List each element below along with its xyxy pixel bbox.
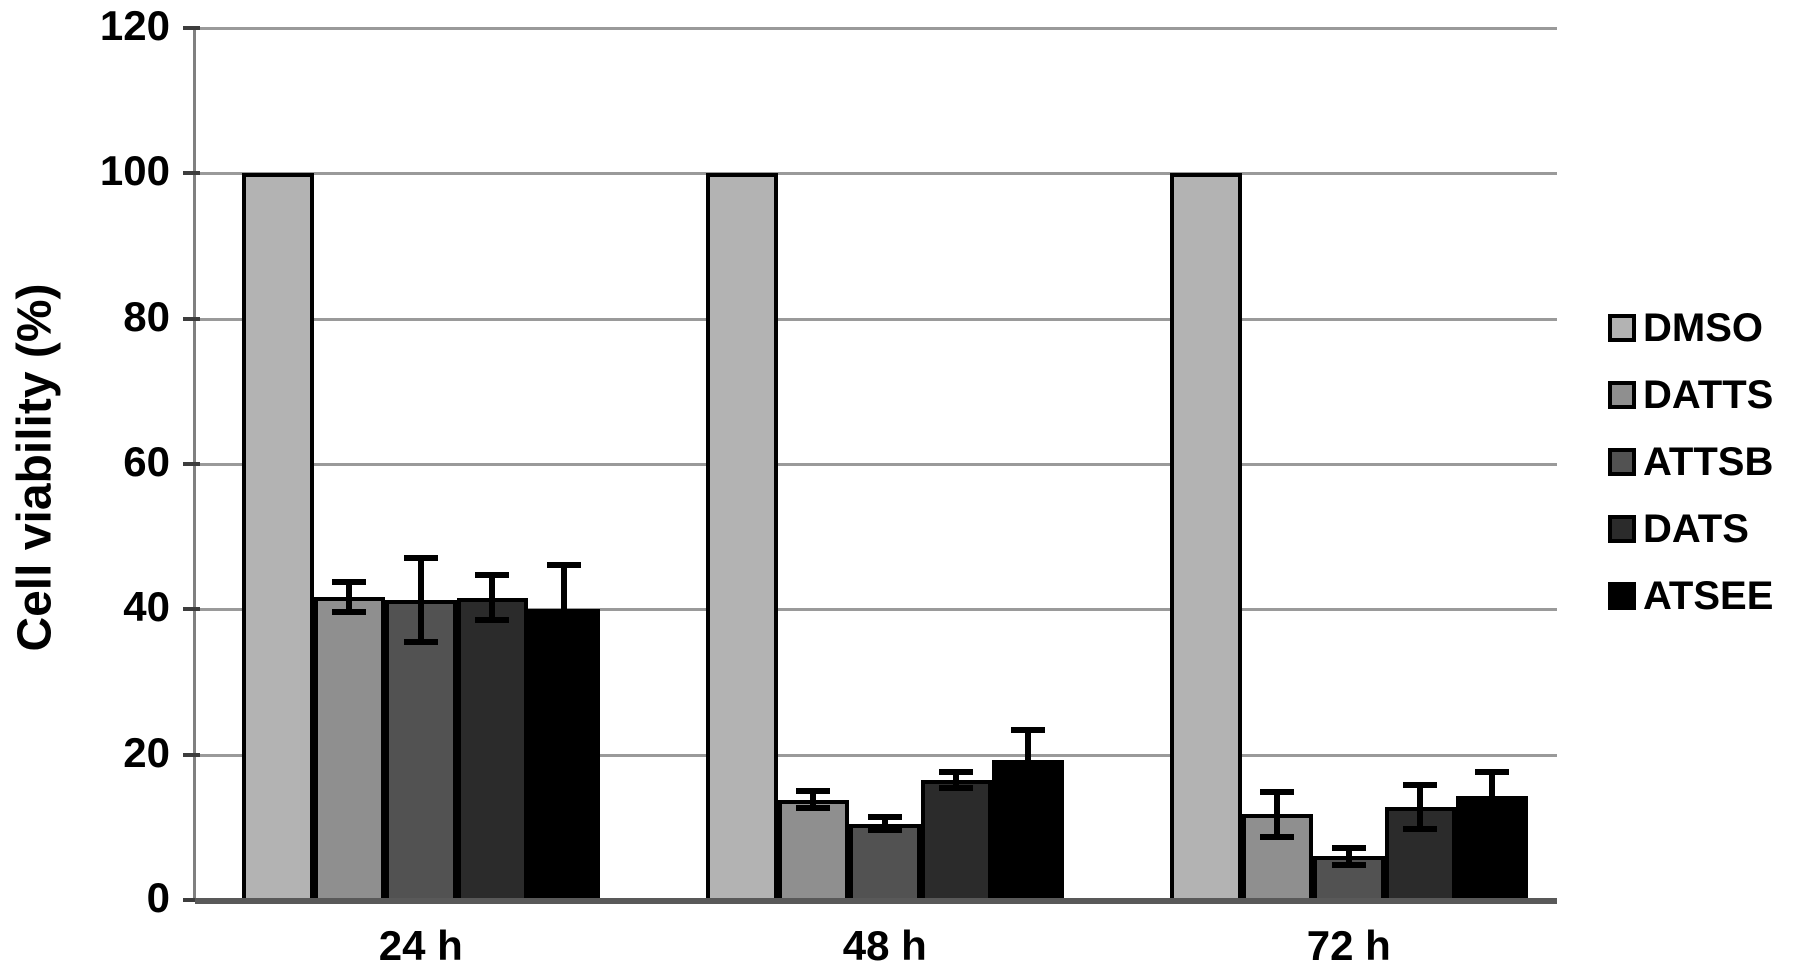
error-cap-top-DATTS-2 <box>1260 789 1295 795</box>
error-cap-top-ATSEE-2 <box>1474 769 1509 776</box>
error-cap-top-ATTSB-1 <box>867 814 902 821</box>
error-bar-DATTS-24h <box>346 580 353 613</box>
legend-swatch-DATS <box>1608 515 1636 543</box>
error-bar-ATSEE-72h <box>1488 771 1495 821</box>
y-tick-mark-40 <box>183 607 200 612</box>
error-cap-top-DATS-1 <box>939 769 974 776</box>
x-tick-label-24h: 24 h <box>378 922 463 969</box>
y-tick-label-100: 100 <box>99 147 170 195</box>
bar-DMSO-72h <box>1170 173 1242 902</box>
x-tick-label-72h: 72 h <box>1306 922 1391 969</box>
bar-DMSO-48h <box>706 173 778 902</box>
y-tick-mark-60 <box>183 462 200 466</box>
legend-item-DMSO: DMSO <box>1608 306 1763 350</box>
gridline-120 <box>195 27 1557 30</box>
error-bar-DATS-24h <box>489 574 496 621</box>
y-tick-mark-0 <box>183 898 200 902</box>
bar-ATTSB-24h <box>385 599 457 902</box>
bar-ATSEE-24h <box>528 609 600 902</box>
error-bar-ATTSB-48h <box>881 816 888 831</box>
error-cap-bottom-DATTS-2 <box>1260 833 1295 840</box>
y-tick-mark-120 <box>183 26 200 30</box>
error-cap-top-ATTSB-2 <box>1331 844 1366 851</box>
error-cap-bottom-DATS-1 <box>939 784 974 791</box>
error-bar-DATTS-72h <box>1274 791 1281 838</box>
legend-swatch-DATTS <box>1608 381 1636 409</box>
legend-label-DMSO: DMSO <box>1643 306 1763 350</box>
error-cap-bottom-DATTS-1 <box>796 805 831 812</box>
error-bar-ATSEE-24h <box>560 563 567 656</box>
y-tick-mark-100 <box>183 171 200 176</box>
error-bar-DATTS-48h <box>810 790 817 810</box>
error-cap-top-ATTSB-0 <box>403 555 438 561</box>
legend-swatch-DMSO <box>1608 314 1636 342</box>
bar-DATS-48h <box>920 780 992 902</box>
legend-item-DATTS: DATTS <box>1608 373 1773 417</box>
legend-label-DATS: DATS <box>1643 507 1749 551</box>
error-cap-top-DATS-0 <box>475 572 510 579</box>
error-cap-bottom-ATTSB-0 <box>403 638 438 645</box>
legend-item-ATTSB: ATTSB <box>1608 440 1773 484</box>
gridline-80 <box>195 317 1557 321</box>
gridline-20 <box>195 753 1557 757</box>
bar-DMSO-24h <box>242 173 314 902</box>
error-cap-top-ATSEE-0 <box>546 561 581 568</box>
bar-ATSEE-72h <box>1456 796 1528 902</box>
legend-swatch-ATSEE <box>1608 582 1636 610</box>
error-cap-bottom-ATSEE-0 <box>546 651 581 658</box>
x-tick-label-48h: 48 h <box>842 922 927 969</box>
error-cap-bottom-DATTS-0 <box>332 608 367 615</box>
legend-label-DATTS: DATTS <box>1643 373 1774 417</box>
bar-DATS-24h <box>456 597 528 902</box>
legend-label-ATTSB: ATTSB <box>1643 440 1774 484</box>
error-cap-bottom-ATSEE-1 <box>1010 787 1045 793</box>
y-tick-label-40: 40 <box>123 583 170 631</box>
y-tick-label-0: 0 <box>146 874 170 921</box>
y-tick-label-120: 120 <box>99 2 170 49</box>
error-cap-top-ATSEE-1 <box>1010 726 1045 733</box>
bar-DATTS-24h <box>313 596 385 902</box>
gridline-40 <box>195 608 1557 612</box>
y-tick-label-80: 80 <box>123 292 170 340</box>
y-tick-mark-80 <box>183 316 200 321</box>
error-cap-top-DATTS-0 <box>332 578 367 585</box>
y-tick-mark-20 <box>183 752 200 757</box>
bar-DATTS-48h <box>777 799 849 902</box>
error-bar-ATTSB-72h <box>1345 846 1352 866</box>
error-cap-bottom-DATS-2 <box>1403 826 1438 833</box>
error-bar-ATSEE-48h <box>1024 728 1031 791</box>
y-tick-label-20: 20 <box>123 728 170 776</box>
error-bar-ATTSB-24h <box>417 557 424 643</box>
gridline-60 <box>195 463 1557 466</box>
error-cap-top-DATS-2 <box>1403 781 1438 788</box>
y-tick-label-60: 60 <box>123 438 170 485</box>
error-cap-bottom-ATSEE-2 <box>1474 816 1509 823</box>
gridline-100 <box>195 172 1557 176</box>
error-bar-DATS-72h <box>1417 783 1424 831</box>
bar-ATTSB-48h <box>849 823 921 902</box>
error-cap-bottom-ATTSB-2 <box>1331 861 1366 868</box>
legend-label-ATSEE: ATSEE <box>1643 574 1774 618</box>
legend-item-DATS: DATS <box>1608 507 1749 551</box>
error-cap-top-DATTS-1 <box>796 788 831 795</box>
x-axis-line <box>195 898 1557 904</box>
legend-swatch-ATTSB <box>1608 448 1636 476</box>
legend-item-ATSEE: ATSEE <box>1608 574 1773 618</box>
error-bar-DATS-48h <box>953 771 960 789</box>
error-cap-bottom-ATTSB-1 <box>867 826 902 833</box>
error-cap-bottom-DATS-0 <box>475 616 510 623</box>
